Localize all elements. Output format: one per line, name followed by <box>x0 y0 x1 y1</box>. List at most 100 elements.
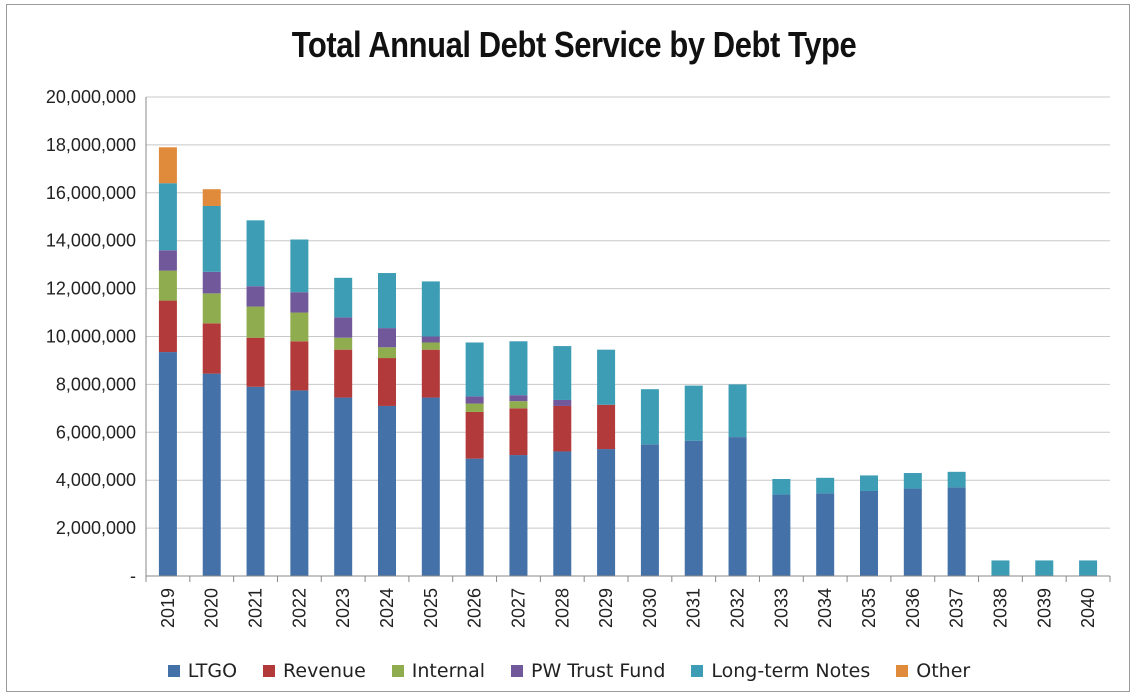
bar-segment-long-term-notes-2033 <box>772 479 791 495</box>
bar-segment-revenue-2026 <box>465 411 484 459</box>
x-tick-label: 2039 <box>1034 588 1054 628</box>
bar-segment-pw-trust-fund-2022 <box>290 292 309 313</box>
x-tick-label: 2019 <box>158 588 178 628</box>
y-tick-label: 20,000,000 <box>46 87 136 107</box>
legend: LTGO Revenue Internal PW Trust Fund Long-ter… <box>0 660 1138 682</box>
legend-label: Revenue <box>283 660 366 682</box>
y-tick-label: - <box>130 566 136 586</box>
bar-segment-pw-trust-fund-2028 <box>553 399 572 406</box>
bar-segment-long-term-notes-2038 <box>991 560 1010 576</box>
bar-segment-internal-2021 <box>246 306 265 338</box>
bar-segment-long-term-notes-2026 <box>465 342 484 397</box>
axes <box>145 97 1111 582</box>
bar-segment-ltgo-2026 <box>465 458 484 576</box>
bar-segment-other-2019 <box>158 147 177 184</box>
bar-segment-internal-2023 <box>334 337 353 350</box>
x-tick-label: 2036 <box>903 588 923 628</box>
x-tick-label: 2034 <box>815 588 835 628</box>
bar-segment-revenue-2028 <box>553 405 572 452</box>
legend-item: Internal <box>391 660 485 682</box>
x-tick-label: 2022 <box>289 588 309 628</box>
bar-segment-internal-2022 <box>290 312 309 342</box>
x-tick-label: 2028 <box>552 588 572 628</box>
legend-swatch <box>263 665 276 677</box>
y-tick-label: 8,000,000 <box>56 374 136 394</box>
bar-segment-internal-2026 <box>465 403 484 412</box>
bar-segment-revenue-2020 <box>202 323 221 374</box>
bar-segment-long-term-notes-2036 <box>903 473 922 489</box>
bar-segment-revenue-2022 <box>290 341 309 391</box>
y-tick-label: 18,000,000 <box>46 135 136 155</box>
bar-segment-long-term-notes-2019 <box>158 183 177 251</box>
y-tick-label: 4,000,000 <box>56 470 136 490</box>
y-tick-label: 12,000,000 <box>46 279 136 299</box>
bars <box>158 147 1098 576</box>
legend-swatch <box>167 665 180 677</box>
x-tick-label: 2029 <box>596 588 616 628</box>
bar-segment-long-term-notes-2030 <box>640 389 659 445</box>
bar-segment-ltgo-2033 <box>772 494 791 576</box>
legend-swatch <box>511 665 524 677</box>
legend-item: LTGO <box>167 660 238 682</box>
bar-segment-long-term-notes-2029 <box>597 349 616 405</box>
bar-segment-ltgo-2020 <box>202 373 221 576</box>
y-tick-label: 16,000,000 <box>46 183 136 203</box>
x-tick-label: 2035 <box>859 588 879 628</box>
bar-segment-ltgo-2037 <box>947 487 966 576</box>
bar-segment-internal-2019 <box>158 270 177 301</box>
bar-segment-ltgo-2032 <box>728 437 747 576</box>
bar-segment-revenue-2029 <box>597 404 616 450</box>
bar-segment-long-term-notes-2034 <box>816 477 835 494</box>
bar-segment-long-term-notes-2040 <box>1079 560 1098 576</box>
bar-segment-pw-trust-fund-2021 <box>246 286 265 307</box>
bar-segment-pw-trust-fund-2025 <box>421 336 440 343</box>
bar-segment-revenue-2021 <box>246 337 265 387</box>
x-tick-labels: 2019 2020 2021 2022 2023 2024 2025 2026 2027 2028… <box>158 588 1098 628</box>
x-tick-label: 2023 <box>333 588 353 628</box>
legend-item: Revenue <box>263 660 366 682</box>
y-tick-label: 14,000,000 <box>46 231 136 251</box>
legend-swatch <box>391 665 404 677</box>
bar-segment-ltgo-2034 <box>816 493 835 576</box>
bar-segment-internal-2027 <box>509 401 528 409</box>
legend-label: PW Trust Fund <box>531 660 666 682</box>
bar-segment-ltgo-2027 <box>509 455 528 576</box>
bar-segment-revenue-2019 <box>158 300 177 353</box>
bar-segment-long-term-notes-2020 <box>202 205 221 272</box>
bar-segment-ltgo-2030 <box>640 444 659 576</box>
bar-segment-long-term-notes-2021 <box>246 220 265 287</box>
bar-segment-pw-trust-fund-2020 <box>202 271 221 294</box>
y-tick-label: 10,000,000 <box>46 327 136 347</box>
bar-segment-ltgo-2029 <box>597 449 616 576</box>
x-tick-label: 2027 <box>508 588 528 628</box>
bar-segment-long-term-notes-2039 <box>1035 560 1054 576</box>
bar-segment-pw-trust-fund-2023 <box>334 317 353 338</box>
x-tick-label: 2031 <box>684 588 704 628</box>
bar-segment-ltgo-2021 <box>246 386 265 576</box>
x-tick-label: 2021 <box>246 588 266 628</box>
legend-swatch <box>896 665 909 677</box>
bar-segment-long-term-notes-2023 <box>334 277 353 318</box>
bar-segment-pw-trust-fund-2027 <box>509 395 528 402</box>
bar-segment-pw-trust-fund-2024 <box>378 328 396 348</box>
bar-segment-revenue-2023 <box>334 349 353 398</box>
bar-segment-long-term-notes-2031 <box>684 385 703 441</box>
legend-label: Long-term Notes <box>711 660 871 682</box>
legend-item: PW Trust Fund <box>511 660 665 682</box>
bar-segment-other-2020 <box>202 189 221 206</box>
bar-segment-ltgo-2036 <box>903 488 922 576</box>
bar-segment-long-term-notes-2022 <box>290 239 309 293</box>
bar-segment-pw-trust-fund-2019 <box>158 250 177 271</box>
bar-segment-ltgo-2025 <box>421 397 440 576</box>
bar-segment-revenue-2027 <box>509 408 528 456</box>
y-tick-label: 6,000,000 <box>56 422 136 442</box>
chart-title: Total Annual Debt Service by Debt Type <box>291 24 857 65</box>
x-tick-label: 2040 <box>1078 588 1098 628</box>
bar-segment-long-term-notes-2035 <box>860 475 878 491</box>
bar-segment-long-term-notes-2032 <box>728 384 747 438</box>
legend-label: LTGO <box>187 660 238 682</box>
bar-segment-revenue-2025 <box>421 349 440 398</box>
x-tick-label: 2025 <box>421 588 441 628</box>
bar-segment-ltgo-2022 <box>290 390 309 576</box>
legend-swatch <box>691 665 704 677</box>
